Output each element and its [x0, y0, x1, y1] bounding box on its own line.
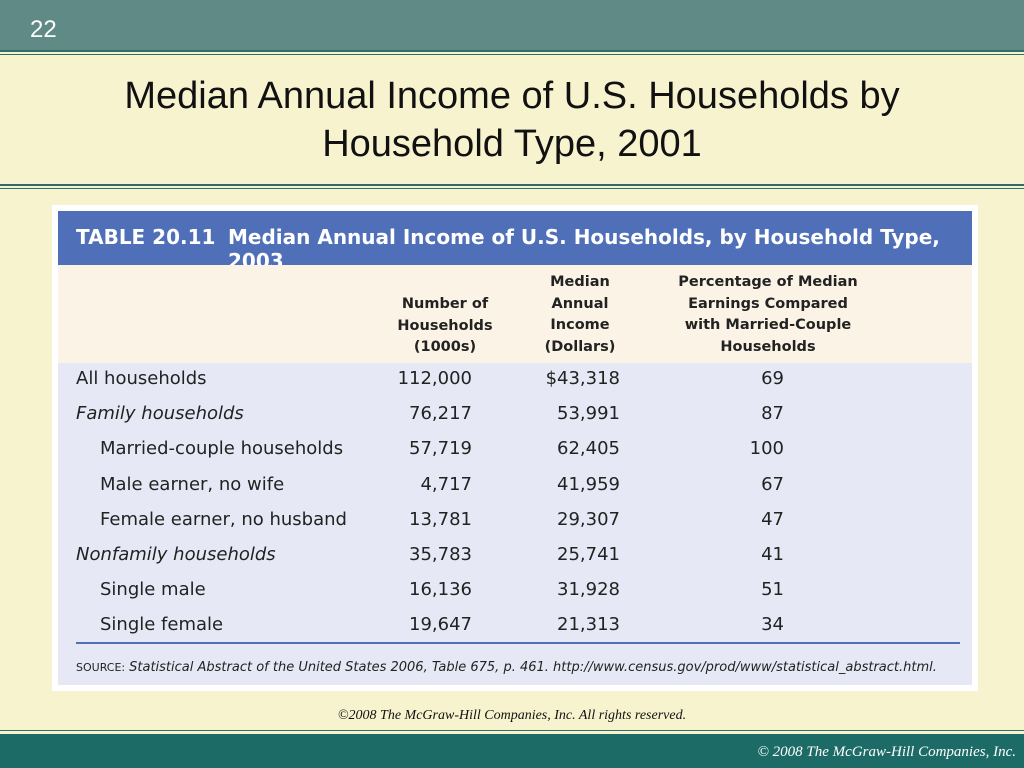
- top-bar: [0, 0, 1024, 50]
- source-text: Statistical Abstract of the United State…: [129, 660, 937, 675]
- table-row: All households 112,000 $43,318 69: [58, 364, 972, 399]
- income-table: TABLE 20.11 Median Annual Income of U.S.…: [58, 211, 972, 685]
- source-label: SOURCE:: [76, 661, 126, 674]
- cell-households: 19,647: [409, 614, 472, 636]
- row-label: Family households: [76, 403, 244, 425]
- cell-percentage: 51: [761, 579, 784, 601]
- cell-percentage: 47: [761, 508, 784, 530]
- top-rule: [0, 50, 1024, 52]
- table-bottom-rule: [76, 642, 960, 644]
- table-row: Single female 19,647 21,313 34: [58, 610, 972, 645]
- title-area: [0, 56, 1024, 184]
- table-row: Female earner, no husband 13,781 29,307 47: [58, 505, 972, 540]
- top-rule-thin: [0, 54, 1024, 55]
- row-label: Single female: [100, 614, 224, 636]
- slide-number: 22: [30, 16, 57, 43]
- table-row: Single male 16,136 31,928 51: [58, 575, 972, 610]
- cell-income: 21,313: [557, 614, 620, 636]
- table-row: Nonfamily households 35,783 25,741 41: [58, 540, 972, 575]
- title-rule: [0, 184, 1024, 186]
- cell-income: 41,959: [557, 473, 620, 495]
- cell-households: 16,136: [409, 579, 472, 601]
- cell-households: 76,217: [409, 403, 472, 425]
- cell-percentage: 69: [761, 368, 784, 389]
- cell-income: 53,991: [557, 403, 620, 425]
- row-label: Single male: [100, 579, 206, 601]
- column-header-income: Median Annual Income (Dollars): [544, 274, 616, 355]
- cell-income: 31,928: [557, 579, 620, 601]
- cell-percentage: 41: [761, 544, 784, 565]
- cell-households: 112,000: [397, 368, 472, 389]
- cell-income: $43,318: [545, 368, 620, 389]
- copyright-notice: ©2008 The McGraw-Hill Companies, Inc. Al…: [337, 708, 687, 723]
- row-label: Male earner, no wife: [100, 473, 285, 495]
- table-source: SOURCE: Statistical Abstract of the Unite…: [76, 660, 937, 675]
- column-header-households: Number of Households (1000s): [397, 296, 493, 355]
- table-header: TABLE 20.11 Median Annual Income of U.S.…: [58, 211, 972, 273]
- slide-title: Median Annual Income of U.S. Households …: [124, 75, 900, 165]
- cell-percentage: 67: [761, 473, 784, 495]
- cell-percentage: 34: [761, 614, 784, 636]
- cell-households: 35,783: [409, 544, 472, 565]
- column-header-band: [58, 265, 972, 363]
- row-label: All households: [76, 368, 207, 389]
- cell-percentage: 100: [749, 438, 784, 460]
- row-label: Married-couple households: [100, 438, 344, 460]
- column-header-percentage: Percentage of Median Earnings Compared w…: [678, 274, 858, 355]
- footer-copyright: © 2008 The McGraw-Hill Companies, Inc.: [757, 744, 1016, 760]
- bottom-rule-thin: [0, 730, 1024, 731]
- table-row: Male earner, no wife 4,717 41,959 67: [58, 470, 972, 505]
- cell-percentage: 87: [761, 403, 784, 425]
- cell-households: 4,717: [420, 473, 472, 495]
- title-rule-thin: [0, 188, 1024, 189]
- row-label: Nonfamily households: [76, 544, 276, 565]
- cell-households: 13,781: [409, 508, 472, 530]
- cell-households: 57,719: [409, 438, 472, 460]
- table-row: Married-couple households 57,719 62,405 100: [58, 434, 972, 469]
- table-row: Family households 76,217 53,991 87: [58, 399, 972, 434]
- cell-income: 29,307: [557, 508, 620, 530]
- cell-income: 62,405: [557, 438, 620, 460]
- table-caption: Median Annual Income of U.S. Households,…: [228, 225, 940, 273]
- table-label: TABLE 20.11: [76, 225, 216, 249]
- bottom-bar: [0, 734, 1024, 768]
- cell-income: 25,741: [557, 544, 620, 565]
- table-frame: TABLE 20.11 Median Annual Income of U.S.…: [52, 205, 978, 691]
- row-label: Female earner, no husband: [100, 508, 347, 530]
